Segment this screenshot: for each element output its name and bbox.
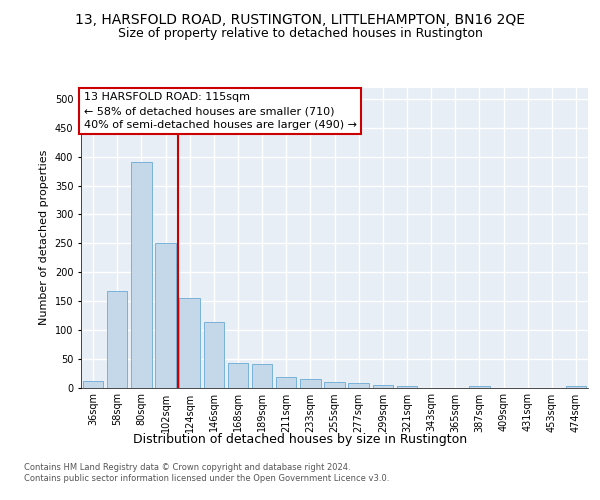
Text: Distribution of detached houses by size in Rustington: Distribution of detached houses by size … [133,432,467,446]
Bar [276,377,296,388]
Bar [349,384,369,388]
Text: 13, HARSFOLD ROAD, RUSTINGTON, LITTLEHAMPTON, BN16 2QE: 13, HARSFOLD ROAD, RUSTINGTON, LITTLEHAM… [75,12,525,26]
Text: 13 HARSFOLD ROAD: 115sqm
← 58% of detached houses are smaller (710)
40% of semi-: 13 HARSFOLD ROAD: 115sqm ← 58% of detach… [83,92,356,130]
Bar [373,384,393,388]
Bar [107,291,127,388]
Bar [566,386,586,388]
Bar [179,298,200,388]
Bar [227,362,248,388]
Bar [397,386,417,388]
Bar [300,380,320,388]
Bar [155,244,176,388]
Y-axis label: Number of detached properties: Number of detached properties [39,150,49,325]
Bar [203,322,224,388]
Text: Size of property relative to detached houses in Rustington: Size of property relative to detached ho… [118,28,482,40]
Bar [131,162,152,388]
Bar [324,382,345,388]
Text: Contains HM Land Registry data © Crown copyright and database right 2024.
Contai: Contains HM Land Registry data © Crown c… [24,462,389,483]
Bar [83,380,103,388]
Bar [252,364,272,388]
Bar [469,386,490,388]
